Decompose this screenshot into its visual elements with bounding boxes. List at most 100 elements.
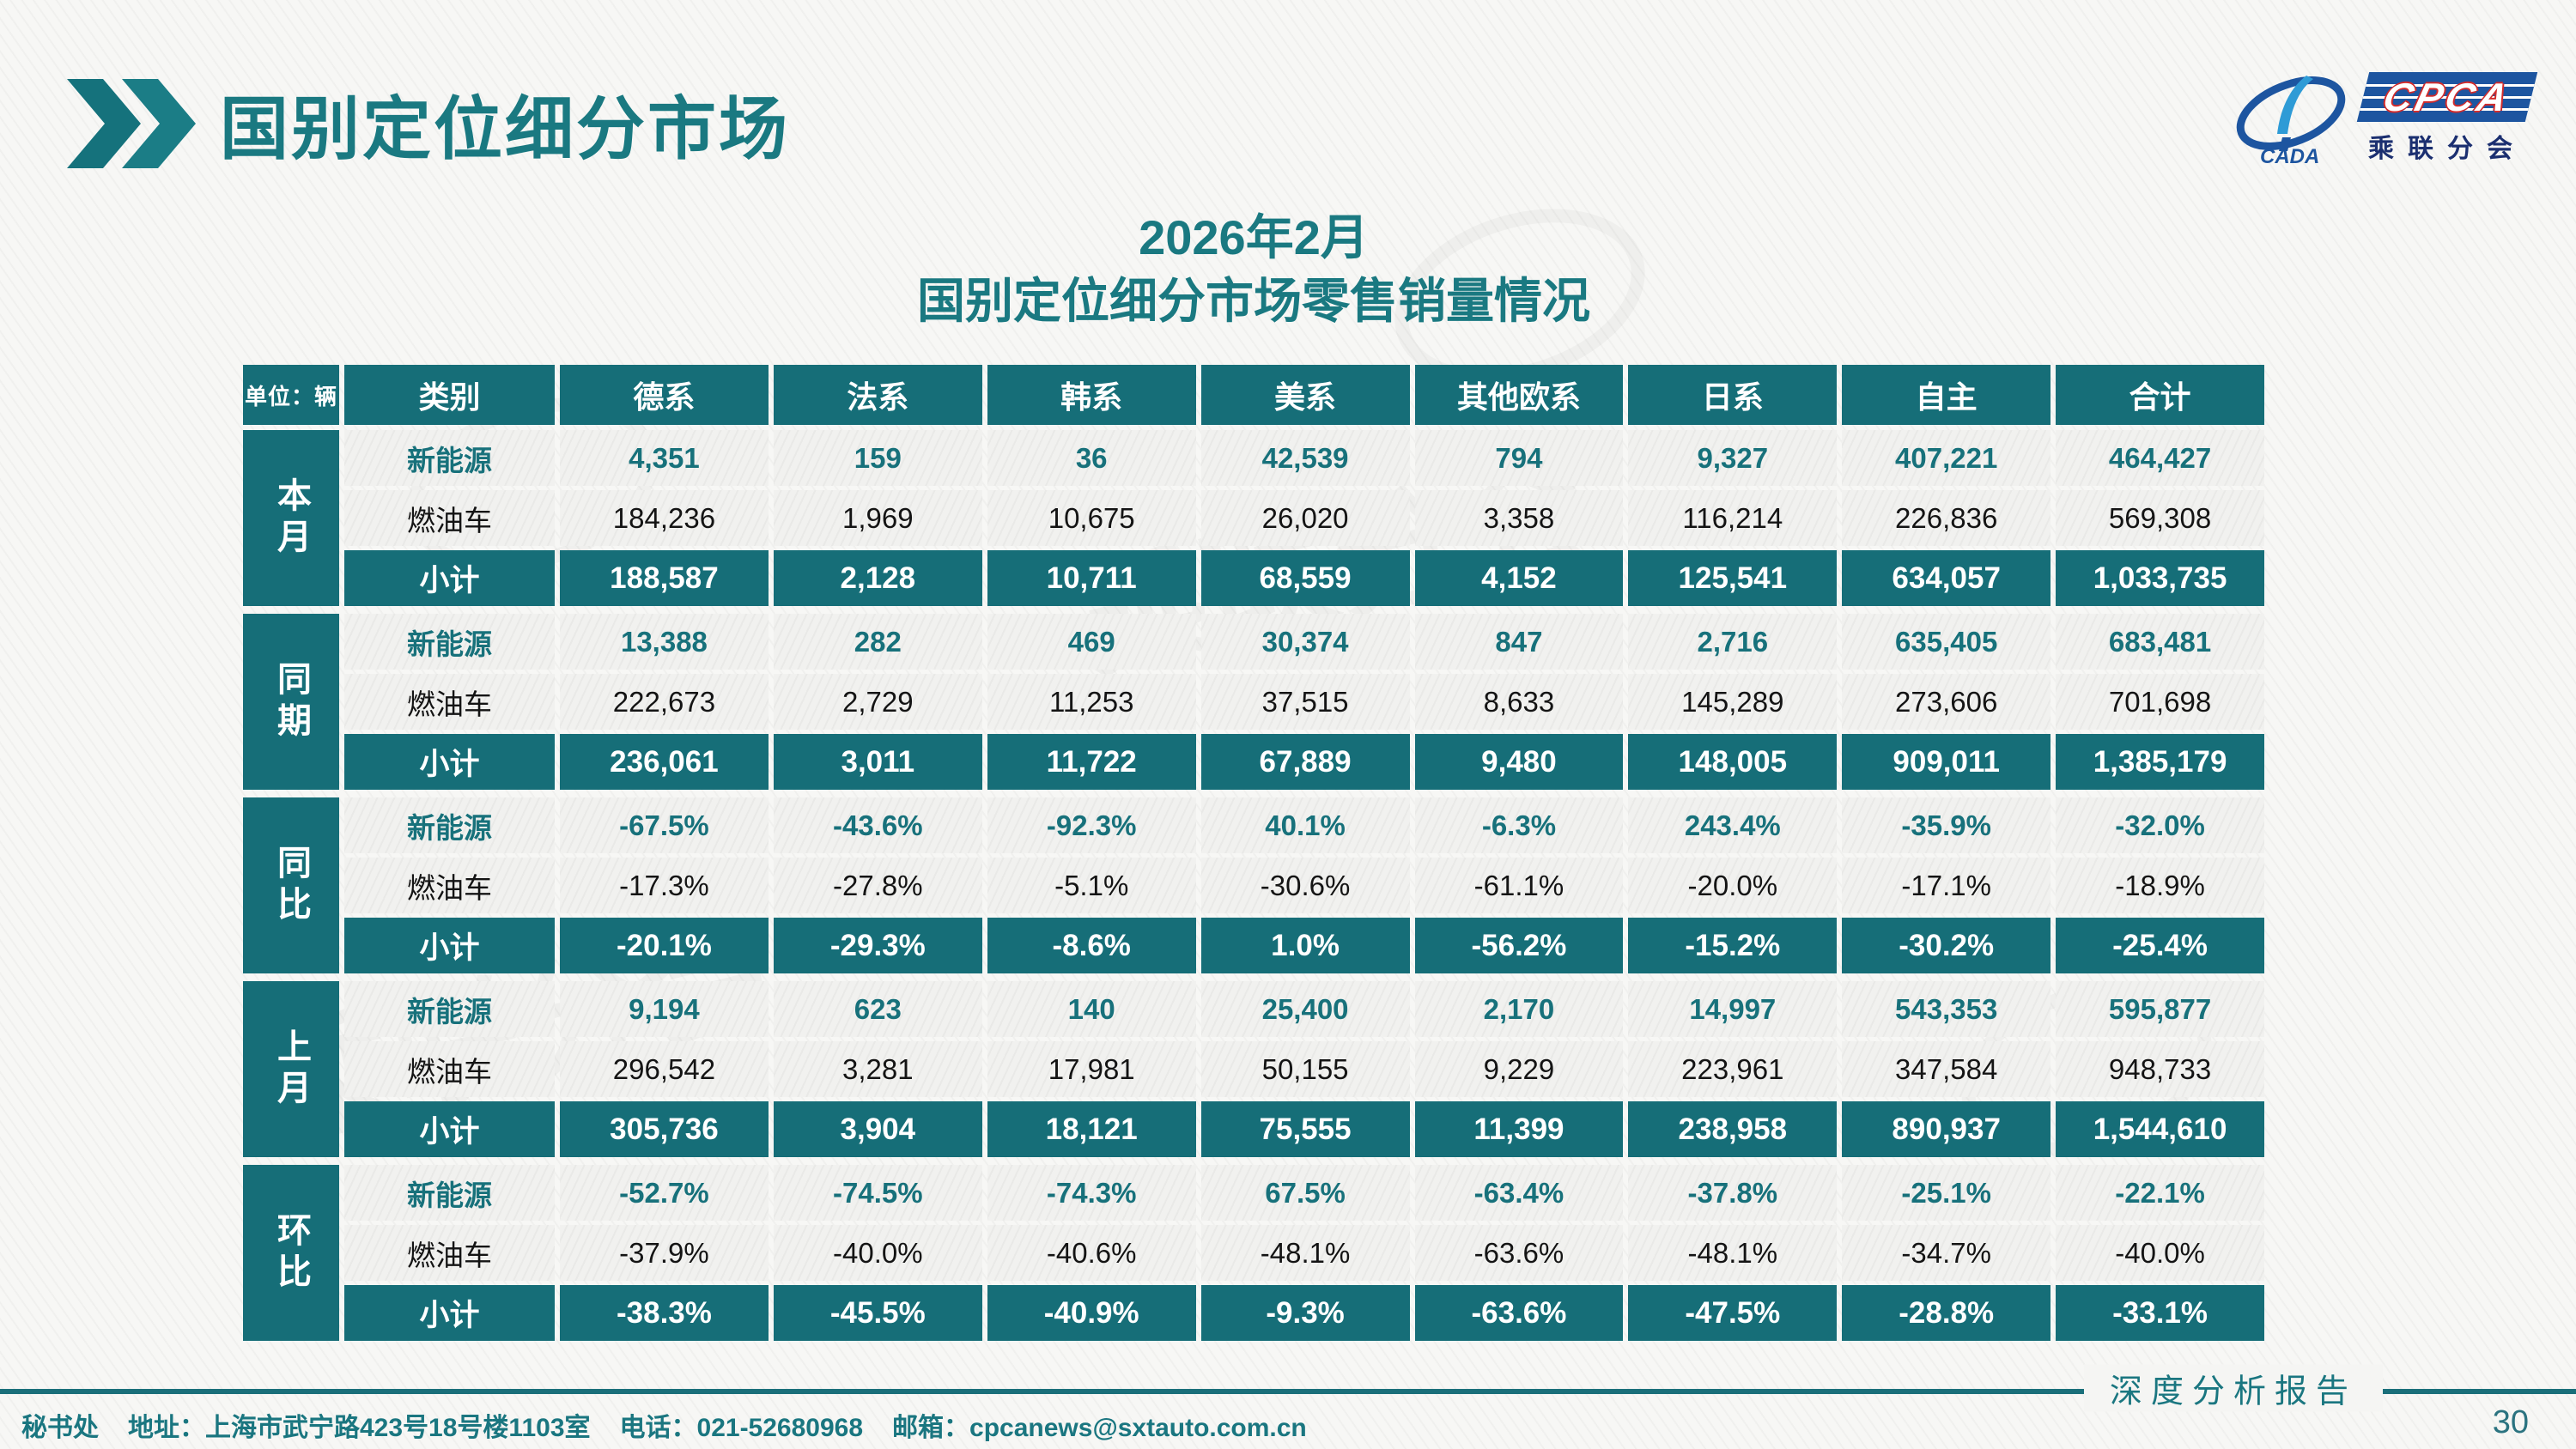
value-cell: 2,128 xyxy=(773,550,982,606)
row-type-label: 小计 xyxy=(344,1285,555,1341)
value-cell: 890,937 xyxy=(1842,1101,2051,1157)
row-type-label: 新能源 xyxy=(344,430,555,486)
value-cell: 140 xyxy=(987,981,1196,1037)
row-type-label: 燃油车 xyxy=(344,1225,555,1281)
value-cell: 683,481 xyxy=(2056,614,2264,670)
table-row: 新能源 9,194 623 140 25,400 2,170 14,997 543,353 59… xyxy=(344,981,2264,1037)
value-cell: 37,515 xyxy=(1200,674,1410,730)
table-title-block: 2026年2月 国别定位细分市场零售销量情况 xyxy=(243,206,2264,333)
double-chevron-icon xyxy=(67,79,196,168)
value-cell: 11,722 xyxy=(987,734,1196,790)
value-cell: -30.6% xyxy=(1200,858,1410,913)
value-cell: 159 xyxy=(773,430,982,486)
value-cell: 464,427 xyxy=(2056,430,2264,486)
column-header: 法系 xyxy=(773,365,982,425)
value-cell: 222,673 xyxy=(560,674,769,730)
value-cell: 2,729 xyxy=(773,674,982,730)
row-group: 同比 新能源 -67.5% -43.6% -92.3% 40.1% -6.3% 243.4% -… xyxy=(243,797,2264,973)
row-type-label: 燃油车 xyxy=(344,490,555,546)
value-cell: 3,281 xyxy=(773,1041,982,1097)
value-cell: 145,289 xyxy=(1628,674,1838,730)
page-header: 国别定位细分市场 xyxy=(67,74,790,173)
value-cell: -40.0% xyxy=(773,1225,982,1281)
footer-address: 地址：上海市武宁路423号18号楼1103室 xyxy=(128,1414,591,1442)
value-cell: 9,327 xyxy=(1628,430,1838,486)
value-cell: -92.3% xyxy=(987,797,1196,853)
value-cell: 30,374 xyxy=(1200,614,1410,670)
value-cell: -20.1% xyxy=(560,918,769,973)
value-cell: 8,633 xyxy=(1414,674,1624,730)
value-cell: -47.5% xyxy=(1628,1285,1838,1341)
value-cell: -45.5% xyxy=(773,1285,982,1341)
value-cell: 794 xyxy=(1414,430,1624,486)
value-cell: -48.1% xyxy=(1200,1225,1410,1281)
row-type-label: 小计 xyxy=(344,918,555,973)
value-cell: 50,155 xyxy=(1200,1041,1410,1097)
row-type-label: 燃油车 xyxy=(344,858,555,913)
value-cell: 226,836 xyxy=(1842,490,2051,546)
value-cell: 2,716 xyxy=(1628,614,1838,670)
value-cell: -74.3% xyxy=(987,1165,1196,1221)
row-type-label: 小计 xyxy=(344,734,555,790)
value-cell: -43.6% xyxy=(773,797,982,853)
value-cell: -37.8% xyxy=(1628,1165,1838,1221)
value-cell: 125,541 xyxy=(1628,550,1838,606)
value-cell: 10,675 xyxy=(987,490,1196,546)
value-cell: 1,544,610 xyxy=(2056,1101,2264,1157)
table-row: 燃油车 -37.9% -40.0% -40.6% -48.1% -63.6% -48.1% -… xyxy=(344,1225,2264,1281)
value-cell: 635,405 xyxy=(1842,614,2051,670)
value-cell: -29.3% xyxy=(773,918,982,973)
value-cell: 4,351 xyxy=(560,430,769,486)
value-cell: 3,358 xyxy=(1414,490,1624,546)
value-cell: 116,214 xyxy=(1628,490,1838,546)
value-cell: -56.2% xyxy=(1414,918,1624,973)
value-cell: -25.4% xyxy=(2056,918,2264,973)
row-group-label: 环比 xyxy=(243,1165,339,1341)
value-cell: 1,969 xyxy=(773,490,982,546)
value-cell: -18.9% xyxy=(2056,858,2264,913)
value-cell: -22.1% xyxy=(2056,1165,2264,1221)
footer-phone: 电话：021-52680968 xyxy=(619,1414,864,1442)
cada-swoosh-icon: CADA xyxy=(2231,72,2351,168)
row-type-label: 燃油车 xyxy=(344,1041,555,1097)
table-row: 小计 305,736 3,904 18,121 75,555 11,399 238,958 8… xyxy=(344,1101,2264,1157)
value-cell: -5.1% xyxy=(987,858,1196,913)
date-title: 2026年2月 xyxy=(1139,210,1369,264)
value-cell: -30.2% xyxy=(1842,918,2051,973)
value-cell: 75,555 xyxy=(1200,1101,1410,1157)
value-cell: 11,253 xyxy=(987,674,1196,730)
value-cell: 282 xyxy=(773,614,982,670)
value-cell: 634,057 xyxy=(1842,550,2051,606)
table-row: 燃油车 -17.3% -27.8% -5.1% -30.6% -61.1% -20.0% -1… xyxy=(344,858,2264,913)
table-row: 燃油车 222,673 2,729 11,253 37,515 8,633 145,289 2… xyxy=(344,674,2264,730)
value-cell: -40.6% xyxy=(987,1225,1196,1281)
row-type-label: 燃油车 xyxy=(344,674,555,730)
unit-label: 单位：辆 xyxy=(243,365,339,425)
value-cell: 305,736 xyxy=(560,1101,769,1157)
value-cell: -37.9% xyxy=(560,1225,769,1281)
row-group-label: 本月 xyxy=(243,430,339,606)
value-cell: -63.6% xyxy=(1414,1225,1624,1281)
value-cell: 469 xyxy=(987,614,1196,670)
row-group-label: 同比 xyxy=(243,797,339,973)
value-cell: -38.3% xyxy=(560,1285,769,1341)
value-cell: 14,997 xyxy=(1628,981,1838,1037)
table-row: 新能源 4,351 159 36 42,539 794 9,327 407,221 464,42… xyxy=(344,430,2264,486)
value-cell: 701,698 xyxy=(2056,674,2264,730)
footer-secretariat: 秘书处 xyxy=(21,1414,99,1442)
value-cell: 1.0% xyxy=(1200,918,1410,973)
table-row: 新能源 -52.7% -74.5% -74.3% 67.5% -63.4% -37.8% -2… xyxy=(344,1165,2264,1221)
value-cell: -74.5% xyxy=(773,1165,982,1221)
table-row: 燃油车 296,542 3,281 17,981 50,155 9,229 223,961 3… xyxy=(344,1041,2264,1097)
table-row: 小计 -20.1% -29.3% -8.6% 1.0% -56.2% -15.2% -30.2… xyxy=(344,918,2264,973)
row-group: 环比 新能源 -52.7% -74.5% -74.3% 67.5% -63.4% -37.8%… xyxy=(243,1165,2264,1341)
value-cell: 9,480 xyxy=(1414,734,1624,790)
value-cell: -20.0% xyxy=(1628,858,1838,913)
value-cell: -52.7% xyxy=(560,1165,769,1221)
row-group-label: 同期 xyxy=(243,614,339,790)
table-row: 小计 -38.3% -45.5% -40.9% -9.3% -63.6% -47.5% -28… xyxy=(344,1285,2264,1341)
value-cell: -63.6% xyxy=(1414,1285,1624,1341)
value-cell: 184,236 xyxy=(560,490,769,546)
value-cell: -17.1% xyxy=(1842,858,2051,913)
